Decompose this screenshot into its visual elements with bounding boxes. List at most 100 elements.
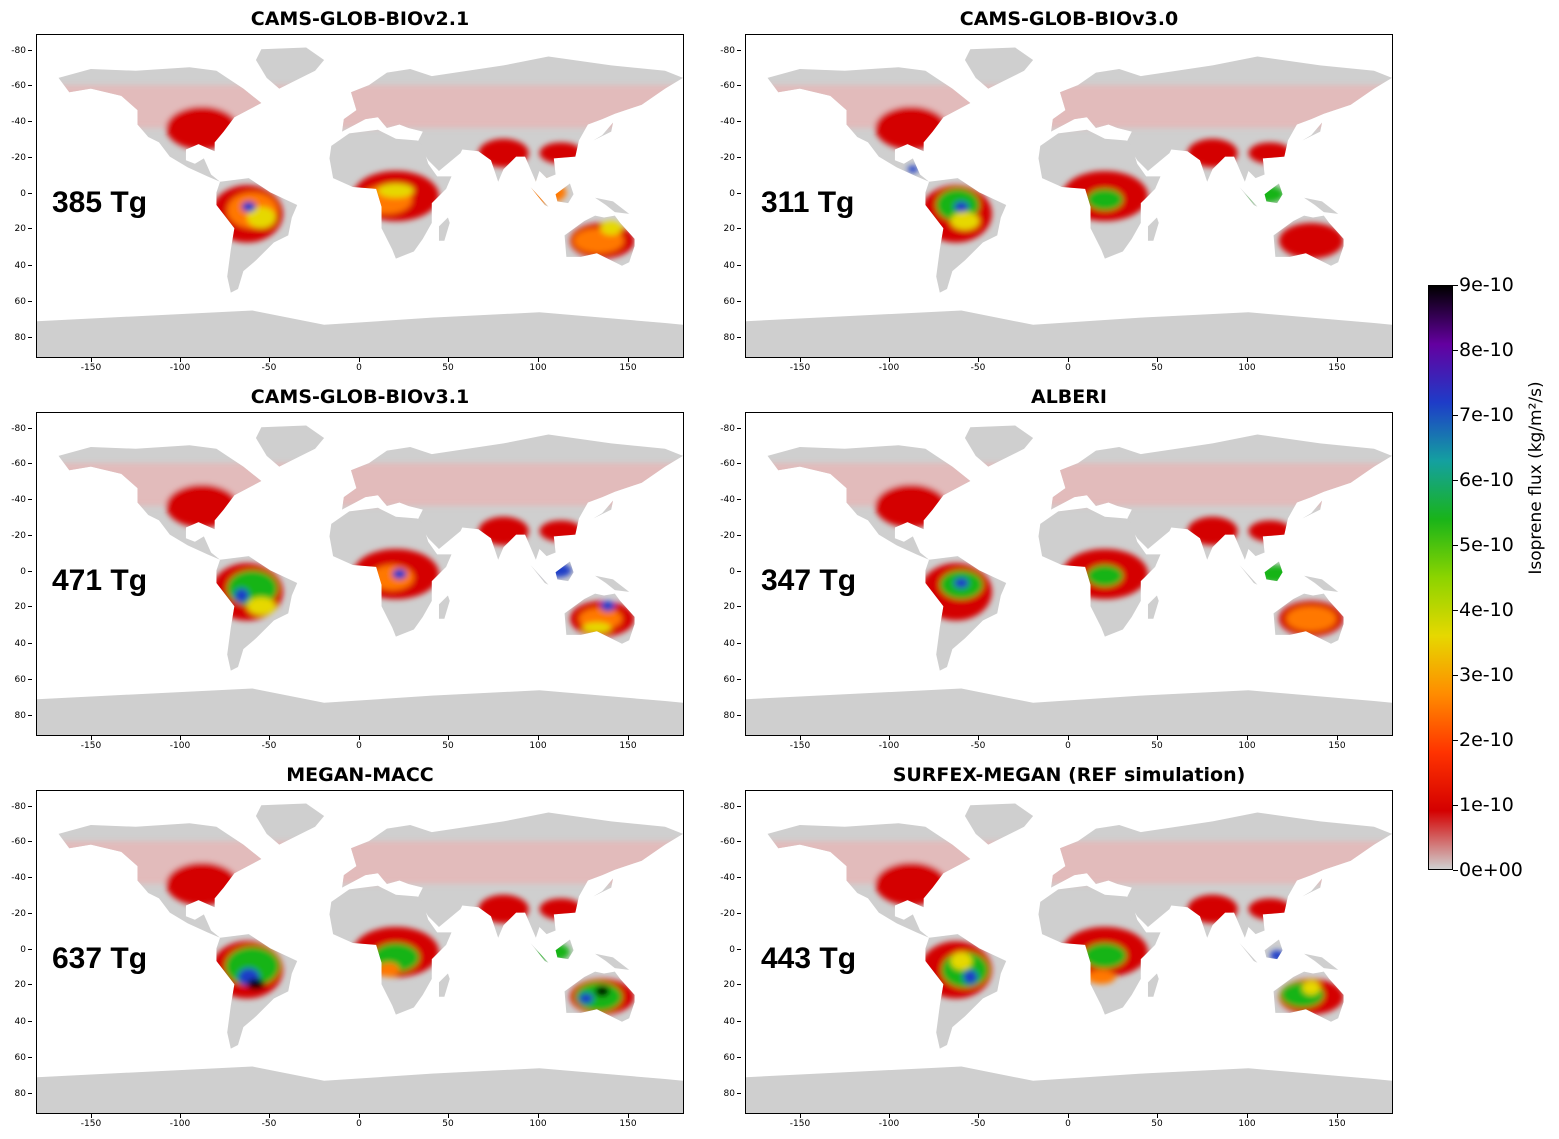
x-tick-label: -50 — [958, 1117, 998, 1129]
flux-region — [1248, 142, 1292, 164]
y-tick-label: -80 — [720, 424, 741, 434]
x-tick-label: -150 — [780, 361, 820, 373]
colorbar-tick-label: 2e-10 — [1453, 729, 1514, 751]
flux-boreal — [746, 463, 1392, 507]
x-tick-label: 100 — [1227, 361, 1267, 373]
panel-title: CAMS-GLOB-BIOv3.1 — [250, 386, 470, 408]
flux-region — [1187, 516, 1238, 546]
landmass-gl — [255, 425, 325, 467]
x-tick-label: 50 — [428, 739, 468, 751]
flux-region — [392, 568, 407, 580]
flux-region — [1187, 894, 1238, 924]
landmass-jp — [1302, 122, 1323, 141]
flux-region — [963, 969, 978, 985]
flux-region — [875, 862, 947, 906]
x-tick-label: -50 — [249, 361, 289, 373]
emission-total-label: 311 Tg — [761, 186, 855, 219]
x-tick-label: 100 — [518, 1117, 558, 1129]
flux-region — [1187, 138, 1238, 168]
y-tick-label: 20 — [724, 980, 741, 990]
landmass-jp — [1302, 878, 1323, 897]
x-tick-label: 150 — [1317, 1117, 1357, 1129]
x-tick-label: -50 — [249, 739, 289, 751]
colorbar-tick-label: 1e-10 — [1453, 794, 1514, 816]
x-tick-label: 150 — [608, 1117, 648, 1129]
colorbar-tick-label: 3e-10 — [1453, 664, 1514, 686]
map-plot-area — [745, 412, 1393, 736]
x-tick-label: 0 — [1048, 1117, 1088, 1129]
landmass-ma — [1147, 595, 1159, 619]
y-tick-label: -60 — [11, 81, 32, 91]
landmass-gl — [964, 803, 1034, 845]
flux-region — [166, 484, 238, 528]
map-panel: CAMS-GLOB-BIOv3.0 311 Tg -80 -60 -40 -20 0 20 40… — [720, 8, 1393, 373]
flux-region — [950, 952, 973, 970]
y-tick-label: -80 — [11, 802, 32, 812]
panel-title: CAMS-GLOB-BIOv2.1 — [250, 8, 470, 30]
landmass-jp — [593, 500, 614, 519]
landmass-ma — [438, 595, 450, 619]
y-tick-label: 0 — [729, 945, 741, 955]
landmass-ma — [1147, 973, 1159, 997]
flux-region — [578, 993, 594, 1004]
flux-region — [370, 565, 414, 591]
x-tick-label: 0 — [339, 1117, 379, 1129]
y-tick-label: 20 — [724, 224, 741, 234]
x-tick-label: -150 — [780, 1117, 820, 1129]
x-tick-label: 0 — [339, 361, 379, 373]
landmass-an — [746, 310, 1392, 357]
colorbar-tick-label: 7e-10 — [1453, 404, 1514, 426]
flux-region — [377, 183, 414, 198]
colorbar — [1428, 285, 1453, 870]
flux-region — [954, 577, 969, 589]
x-tick-label: -100 — [160, 739, 200, 751]
map-plot-area — [36, 790, 684, 1114]
landmass-su — [1239, 565, 1258, 585]
x-tick-label: 50 — [428, 361, 468, 373]
x-tick-label: 50 — [1137, 1117, 1177, 1129]
landmass-jp — [593, 122, 614, 141]
flux-boreal — [37, 841, 683, 885]
flux-region — [166, 862, 238, 906]
colorbar-tick-label: 0e+00 — [1453, 859, 1523, 881]
y-tick-label: -80 — [720, 46, 741, 56]
emission-total-label: 347 Tg — [761, 564, 857, 597]
emission-total-label: 637 Tg — [52, 942, 148, 975]
flux-region — [1257, 565, 1294, 583]
flux-region — [950, 212, 980, 230]
y-tick-label: 80 — [15, 711, 32, 721]
landmass-ma — [1147, 217, 1159, 241]
flux-region — [539, 142, 583, 164]
world-map — [37, 803, 683, 1113]
y-tick-label: 0 — [20, 189, 32, 199]
y-tick-label: 60 — [724, 297, 741, 307]
flux-region — [1086, 188, 1123, 211]
y-tick-label: 60 — [15, 1053, 32, 1063]
y-tick-label: 80 — [15, 1089, 32, 1099]
flux-region — [575, 982, 622, 1012]
y-tick-label: 60 — [724, 675, 741, 685]
y-tick-label: -40 — [11, 117, 32, 127]
y-tick-label: 20 — [15, 980, 32, 990]
y-tick-label: 80 — [724, 333, 741, 343]
x-tick-label: 150 — [1317, 739, 1357, 751]
panel-title: SURFEX-MEGAN (REF simulation) — [892, 764, 1246, 786]
y-tick-label: 20 — [15, 602, 32, 612]
flux-region — [1083, 943, 1127, 969]
y-tick-label: -20 — [720, 909, 741, 919]
landmass-an — [746, 688, 1392, 735]
flux-region — [241, 201, 256, 213]
x-tick-label: -100 — [160, 361, 200, 373]
y-tick-label: -40 — [11, 873, 32, 883]
y-tick-label: -40 — [720, 117, 741, 127]
x-tick-label: -150 — [71, 361, 111, 373]
y-tick-label: -40 — [720, 495, 741, 505]
x-tick-label: 50 — [428, 1117, 468, 1129]
x-tick-label: 150 — [1317, 361, 1357, 373]
flux-boreal — [37, 463, 683, 507]
flux-boreal — [746, 841, 1392, 885]
x-tick-label: -50 — [958, 361, 998, 373]
panel-title: CAMS-GLOB-BIOv3.0 — [959, 8, 1179, 30]
emission-total-label: 443 Tg — [761, 942, 857, 975]
panel-title: ALBERI — [1031, 386, 1107, 408]
